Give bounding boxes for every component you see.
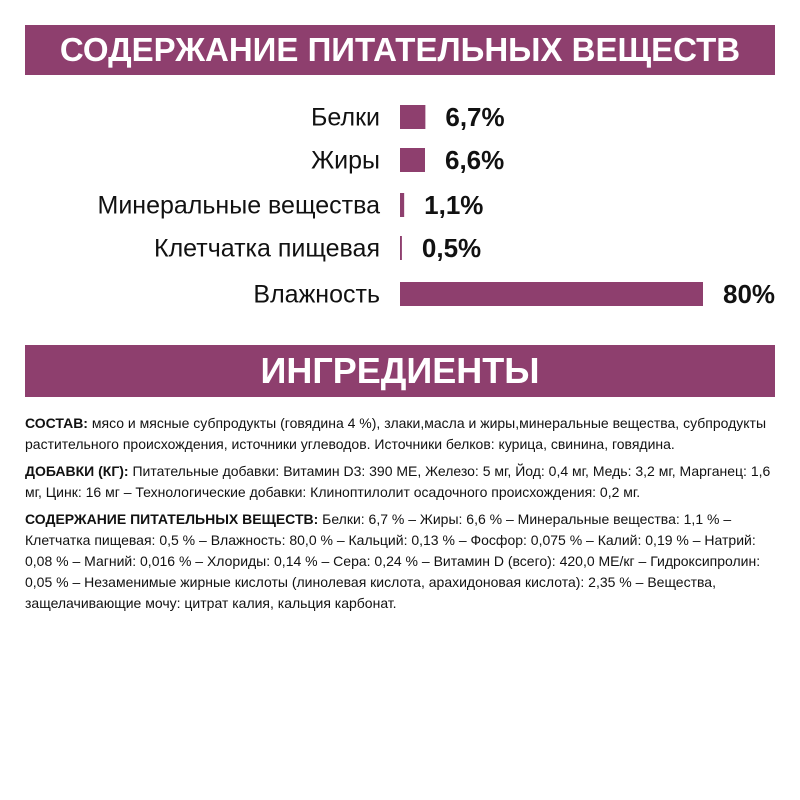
ingredients-text: СОСТАВ: мясо и мясные субпродукты (говяд…	[25, 413, 777, 620]
value-label: 1,1%	[424, 190, 483, 220]
bar	[400, 193, 405, 217]
category-label: Белки	[311, 104, 380, 132]
category-label: Минеральные вещества	[98, 192, 381, 220]
category-label: Жиры	[311, 147, 380, 175]
category-label: Влажность	[253, 281, 380, 309]
paragraph: СОДЕРЖАНИЕ ПИТАТЕЛЬНЫХ ВЕЩЕСТВ: Белки: 6…	[25, 509, 777, 614]
paragraph-label: ДОБАВКИ (КГ):	[25, 463, 129, 479]
paragraph: СОСТАВ: мясо и мясные субпродукты (говяд…	[25, 413, 777, 455]
paragraph-text: Белки: 6,7 % – Жиры: 6,6 % – Минеральные…	[25, 511, 761, 611]
paragraph-label: СОСТАВ:	[25, 415, 88, 431]
paragraph-label: СОДЕРЖАНИЕ ПИТАТЕЛЬНЫХ ВЕЩЕСТВ:	[25, 511, 319, 527]
bar	[400, 148, 425, 172]
paragraph-text: Питательные добавки: Витамин D3: 390 МЕ,…	[25, 463, 771, 500]
value-label: 6,6%	[445, 145, 504, 175]
paragraph: ДОБАВКИ (КГ): Питательные добавки: Витам…	[25, 461, 777, 503]
chart: Белки 6,7% Жиры 6,6% Минеральные вещества 1,1…	[98, 102, 776, 309]
value-label: 0,5%	[422, 233, 481, 263]
category-label: Клетчатка пищевая	[154, 235, 380, 263]
bar	[400, 105, 426, 129]
chart-title: СОДЕРЖАНИЕ ПИТАТЕЛЬНЫХ ВЕЩЕСТВ	[25, 25, 775, 75]
value-label: 80%	[723, 279, 775, 309]
section-heading: ИНГРЕДИЕНТЫ	[25, 345, 775, 397]
bar	[400, 282, 703, 306]
paragraph-text: мясо и мясные субпродукты (говядина 4 %)…	[25, 415, 767, 452]
bar	[400, 236, 402, 260]
value-label: 6,7%	[445, 102, 504, 132]
